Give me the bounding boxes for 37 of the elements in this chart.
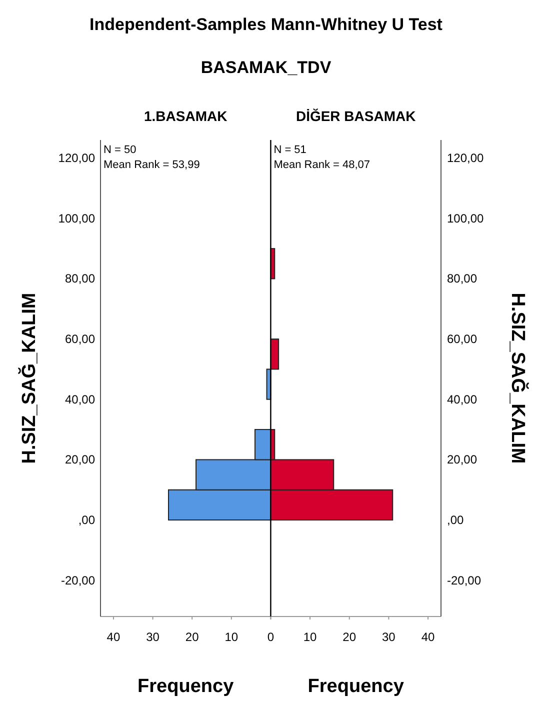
x-axis-title: Frequency — [138, 676, 234, 697]
x-tick-label: 40 — [106, 630, 120, 644]
y-tick-label: 100,00 — [58, 211, 96, 226]
y-tick-label: 20,00 — [64, 452, 96, 467]
chart-subtitle: BASAMAK_TDV — [200, 58, 332, 77]
x-tick-label: 0 — [267, 630, 274, 644]
y-tick-label: 60,00 — [64, 332, 96, 346]
y-tick-label: 40,00 — [447, 392, 478, 406]
y-tick-label: 20,00 — [447, 452, 478, 467]
y-tick-label: ,00 — [447, 512, 464, 527]
text: 1.BASAMAK — [144, 108, 228, 124]
y-tick-label: ,00 — [78, 512, 96, 527]
y-axis-title: H.SIZ_SAĞ_KALIM — [18, 292, 40, 464]
chart-title: DİĞER BASAMAK — [296, 108, 416, 124]
y-tick-label: 80,00 — [64, 272, 96, 286]
y-tick-label: -20,00 — [60, 573, 96, 588]
x-tick-label: 20 — [342, 630, 356, 644]
y-tick-label: 120,00 — [447, 151, 484, 166]
x-tick-label: 10 — [224, 630, 238, 644]
y-tick-label: 40,00 — [64, 392, 96, 406]
annotation: Mean Rank = 53,99 — [104, 159, 200, 171]
x-tick-label: 40 — [421, 630, 436, 644]
x-axis-title: Frequency — [308, 676, 404, 697]
y-tick-label: 80,00 — [447, 272, 478, 286]
x-tick-label: 30 — [146, 630, 160, 644]
x-tick-label: 10 — [303, 630, 318, 644]
chart-title: Independent-Samples Mann-Whitney U Test — [90, 15, 443, 34]
y-tick-label: -20,00 — [447, 573, 482, 588]
y-tick-label: 100,00 — [447, 211, 484, 226]
y-tick-label: 120,00 — [58, 151, 96, 166]
y-axis-title: H.SIZ_SAĞ_KALIM — [507, 292, 529, 464]
x-tick-label: 20 — [185, 630, 200, 644]
annotation: N = 51 — [274, 144, 306, 156]
annotation: Mean Rank = 48,07 — [274, 159, 370, 171]
annotation: N = 50 — [104, 144, 136, 156]
x-tick-label: 30 — [382, 630, 396, 644]
y-tick-label: 60,00 — [447, 332, 478, 346]
